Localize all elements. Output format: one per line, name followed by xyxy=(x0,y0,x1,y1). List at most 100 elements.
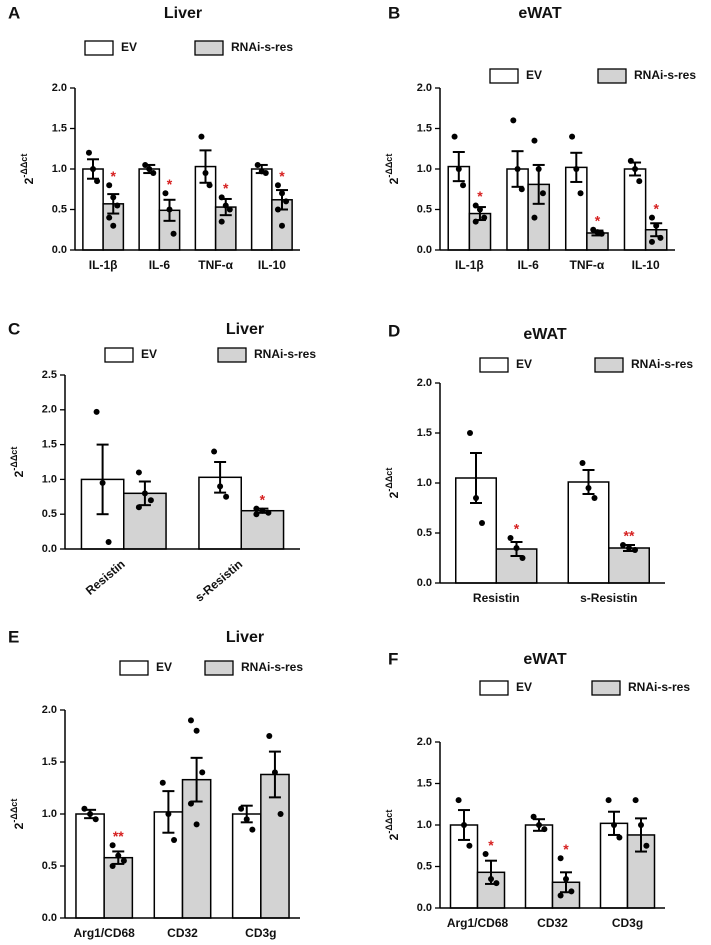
y-axis-label: 2-ΔΔct xyxy=(9,447,26,478)
legend-label: EV xyxy=(141,347,157,361)
data-point xyxy=(611,822,617,828)
data-point xyxy=(193,821,200,828)
x-tick-label: CD32 xyxy=(537,916,568,930)
x-tick-label: CD3g xyxy=(245,926,276,940)
y-axis-label: 2-ΔΔct xyxy=(384,154,401,185)
data-point xyxy=(563,875,569,882)
significance: * xyxy=(167,176,173,192)
data-point xyxy=(109,842,116,849)
significance: * xyxy=(514,521,520,537)
legend-swatch xyxy=(594,357,624,373)
x-tick-label: IL-6 xyxy=(517,258,539,272)
data-point xyxy=(481,214,488,221)
panel-title: Liver xyxy=(226,321,264,338)
x-tick-label: Resistin xyxy=(83,557,128,598)
data-point xyxy=(166,206,173,213)
data-point xyxy=(531,214,538,221)
data-point xyxy=(461,822,467,828)
x-tick-label: s-Resistin xyxy=(192,557,245,605)
y-tick-label: 0.0 xyxy=(417,902,432,914)
data-point xyxy=(110,222,117,229)
data-point xyxy=(106,182,113,189)
data-point xyxy=(109,863,116,869)
y-label-base: 2 xyxy=(387,491,401,498)
y-label-exponent: -ΔΔct xyxy=(384,810,394,834)
data-point xyxy=(271,769,278,776)
data-point xyxy=(591,495,598,501)
data-point xyxy=(135,469,142,476)
data-point xyxy=(198,133,205,140)
legend-swatch xyxy=(194,40,224,56)
data-point xyxy=(187,800,194,807)
significance: * xyxy=(279,168,285,184)
data-point xyxy=(193,727,200,734)
legend-label: RNAi-s-res xyxy=(241,660,303,674)
y-tick-label: 0.0 xyxy=(417,577,432,589)
panel-letter: C xyxy=(8,319,20,338)
data-point xyxy=(466,842,473,849)
x-tick-label: Arg1/CD68 xyxy=(73,926,135,940)
bar xyxy=(75,813,105,919)
y-tick-label: 1.0 xyxy=(417,163,432,175)
data-point xyxy=(92,816,99,823)
data-point xyxy=(170,230,177,237)
error-bar xyxy=(470,452,482,504)
panel-letter: D xyxy=(388,321,400,340)
y-axis-label: 2-ΔΔct xyxy=(9,799,26,830)
data-point xyxy=(638,822,644,828)
y-label-base: 2 xyxy=(22,177,36,184)
y-tick-label: 1.5 xyxy=(52,122,67,134)
data-point xyxy=(579,460,586,466)
x-tick-label: CD3g xyxy=(612,916,643,930)
bar xyxy=(231,813,262,919)
data-point xyxy=(222,202,229,209)
data-point xyxy=(536,822,542,828)
x-tick-label: CD32 xyxy=(167,926,198,940)
legend-swatch xyxy=(119,660,149,676)
data-point xyxy=(467,430,473,436)
bar xyxy=(260,773,290,919)
data-point xyxy=(187,717,194,724)
data-point xyxy=(530,813,537,820)
legend-label: EV xyxy=(516,680,532,694)
significance: ** xyxy=(624,528,635,544)
legend-swatch xyxy=(489,68,519,84)
data-point xyxy=(632,166,639,172)
legend-swatch xyxy=(217,347,247,363)
significance: * xyxy=(488,837,494,853)
y-tick-label: 2.0 xyxy=(42,404,57,416)
legend-label: EV xyxy=(516,357,532,371)
data-point xyxy=(147,497,154,504)
data-point xyxy=(211,448,218,455)
bar xyxy=(138,168,161,251)
data-point xyxy=(632,797,639,804)
data-point xyxy=(455,797,462,804)
data-point xyxy=(627,157,634,164)
bar xyxy=(623,168,647,251)
data-point xyxy=(99,479,106,486)
data-point xyxy=(85,149,92,156)
data-point xyxy=(488,875,494,882)
data-point xyxy=(472,218,479,225)
data-point xyxy=(259,507,266,514)
panel-title: eWAT xyxy=(523,326,566,343)
data-point xyxy=(114,202,121,209)
x-tick-label: IL-1β xyxy=(89,258,118,272)
significance: * xyxy=(223,180,229,196)
data-point xyxy=(648,238,655,245)
data-point xyxy=(476,206,483,213)
data-point xyxy=(482,851,489,858)
y-label-exponent: -ΔΔct xyxy=(384,468,394,492)
data-point xyxy=(81,805,88,812)
data-point xyxy=(199,769,206,776)
data-point xyxy=(568,888,575,895)
data-point xyxy=(226,206,233,213)
data-point xyxy=(162,190,169,197)
panel-title: Liver xyxy=(226,629,264,646)
y-tick-label: 0.0 xyxy=(42,912,57,924)
data-point xyxy=(514,166,521,172)
y-label-base: 2 xyxy=(387,833,401,840)
data-point xyxy=(451,133,458,140)
x-tick-label: s-Resistin xyxy=(580,591,637,605)
